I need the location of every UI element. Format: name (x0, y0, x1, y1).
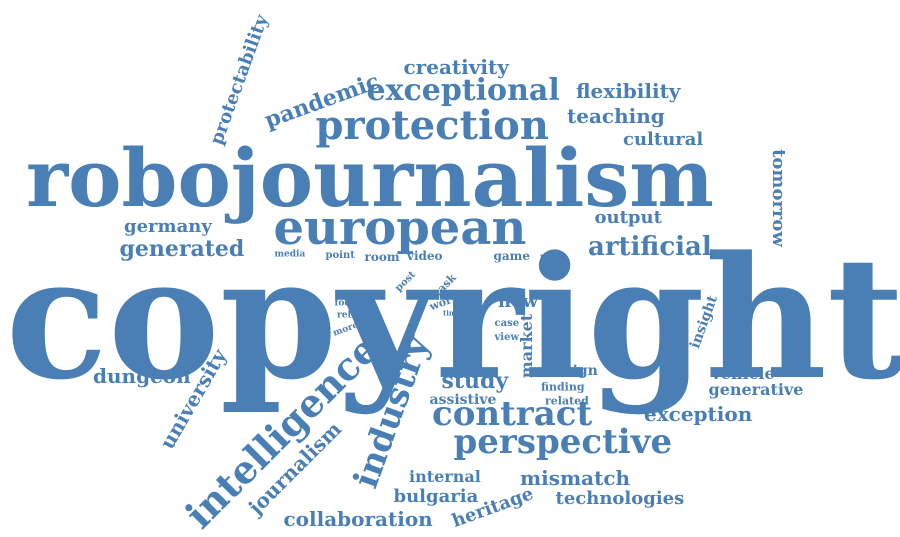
word-study: study (442, 370, 509, 392)
word-game: game (494, 250, 531, 262)
word-video: video (407, 250, 443, 262)
word-view: view (495, 333, 520, 343)
word-internal: internal (409, 469, 481, 485)
word-focus: focus (335, 300, 362, 309)
word-protectability: protectability (208, 13, 272, 148)
word-artificial: artificial (588, 234, 712, 260)
word-exception: exception (644, 404, 752, 424)
word-flexibility: flexibility (576, 81, 680, 101)
word-relies: relies (337, 312, 365, 321)
word-room: room (365, 251, 400, 263)
word-creativity: creativity (404, 57, 509, 77)
word-generative: generative (709, 382, 804, 398)
word-european: european (274, 204, 527, 252)
word-design: design (546, 364, 598, 378)
word-related: related (545, 396, 589, 407)
word-time: time (443, 310, 461, 317)
word-bulgaria: bulgaria (394, 488, 479, 506)
word-finding: finding (541, 382, 585, 393)
word-dungeon: dungeon (93, 366, 191, 386)
word-generated: generated (120, 238, 245, 260)
word-output: output (595, 209, 662, 227)
word-protection: protection (316, 106, 549, 146)
word-collaboration: collaboration (284, 509, 433, 529)
word-mismatch: mismatch (520, 468, 630, 488)
word-technologies: technologies (556, 490, 685, 508)
word-case: case (495, 319, 520, 329)
word-exceptional: exceptional (367, 76, 560, 106)
word-tomorrow: tomorrow (769, 149, 787, 247)
word-many: many (540, 252, 564, 260)
word-market: market (519, 314, 535, 378)
word-cultural: cultural (623, 131, 703, 149)
word-teaching: teaching (567, 106, 665, 126)
word-point: point (326, 251, 355, 261)
word-media: media (275, 251, 306, 260)
word-assistive: assistive (430, 393, 497, 407)
word-germany: germany (124, 218, 212, 236)
word-new: new (498, 293, 538, 311)
